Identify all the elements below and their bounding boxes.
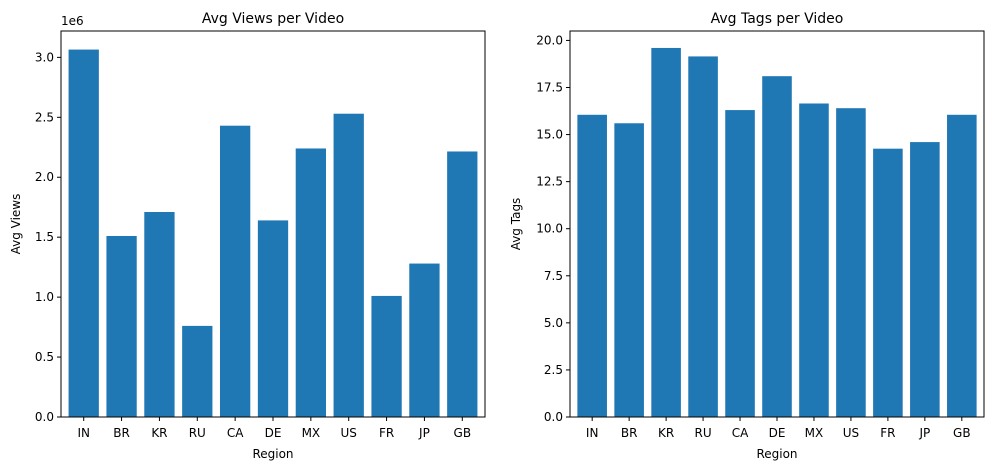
y-offset-label-avg-views: 1e6: [61, 14, 84, 28]
chart-title-avg-tags: Avg Tags per Video: [711, 11, 844, 27]
plot-frame-avg-views: [60, 30, 486, 418]
chart-avg-tags: IN BR KR RU CA DE MX US FR JP GB 0.0 2.5 5.0 7.5 10.0 1…: [509, 11, 985, 461]
x-tick-label: CA: [227, 426, 244, 440]
y-tick-label: 1.0: [35, 290, 54, 304]
x-tick-label: BR: [113, 426, 130, 440]
bar-avg-views-br: [106, 235, 137, 417]
y-tick-label: 10.0: [536, 222, 563, 236]
y-axis-label-avg-views: Avg Views: [9, 194, 23, 255]
bar-avg-tags-ru: [688, 56, 718, 418]
y-ticks-avg-tags: 0.0 2.5 5.0 7.5 10.0 12.5 15.0 17.5 20.0: [536, 33, 570, 424]
x-tick-label: GB: [454, 426, 472, 440]
y-tick-label: 0.0: [35, 410, 54, 424]
x-tick-label: FR: [880, 426, 895, 440]
chart-avg-views: IN BR KR RU CA DE MX US FR JP GB 0.0 0.5 1.0 1.5 2.0 2.…: [9, 11, 486, 461]
bars-avg-tags: [577, 47, 977, 418]
x-ticks-avg-tags: IN BR KR RU CA DE MX US FR JP GB: [586, 417, 971, 440]
y-tick-label: 3.0: [35, 50, 54, 64]
x-tick-label: BR: [621, 426, 638, 440]
y-tick-label: 2.5: [544, 363, 563, 377]
x-axis-label-avg-tags: Region: [756, 447, 797, 461]
y-tick-label: 17.5: [536, 80, 563, 94]
x-tick-label: US: [341, 426, 357, 440]
x-tick-label: RU: [695, 426, 712, 440]
x-tick-label: MX: [805, 426, 824, 440]
bar-avg-views-gb: [447, 151, 478, 418]
bar-avg-tags-in: [577, 114, 607, 417]
bar-avg-views-jp: [409, 263, 440, 417]
x-tick-label: KR: [151, 426, 167, 440]
chart-title-avg-views: Avg Views per Video: [202, 11, 344, 27]
x-tick-label: RU: [189, 426, 206, 440]
x-tick-label: DE: [769, 426, 786, 440]
x-tick-label: CA: [732, 426, 749, 440]
bar-avg-views-kr: [144, 212, 175, 417]
y-tick-label: 2.0: [35, 170, 54, 184]
bars-avg-views: [68, 49, 478, 418]
bar-avg-views-mx: [295, 148, 326, 418]
x-tick-label: GB: [953, 426, 971, 440]
bar-avg-tags-kr: [651, 47, 681, 417]
y-tick-label: 2.5: [35, 110, 54, 124]
x-tick-label: DE: [265, 426, 282, 440]
bar-avg-tags-ca: [725, 110, 755, 417]
y-tick-label: 15.0: [536, 128, 563, 142]
x-tick-label: JP: [918, 426, 930, 440]
bar-avg-tags-gb: [947, 114, 977, 417]
y-tick-label: 5.0: [544, 316, 563, 330]
bar-avg-tags-jp: [910, 142, 940, 417]
y-tick-label: 12.5: [536, 175, 563, 189]
x-tick-label: IN: [586, 426, 599, 440]
y-tick-label: 7.5: [544, 269, 563, 283]
bar-avg-views-ca: [220, 125, 251, 417]
y-ticks-avg-views: 0.0 0.5 1.0 1.5 2.0 2.5 3.0: [35, 50, 61, 424]
x-tick-label: JP: [418, 426, 430, 440]
y-tick-label: 20.0: [536, 33, 563, 47]
x-tick-label: KR: [658, 426, 674, 440]
x-axis-label-avg-views: Region: [252, 447, 293, 461]
x-tick-label: US: [843, 426, 859, 440]
plot-frame-avg-tags: [569, 30, 985, 418]
bar-avg-tags-mx: [799, 103, 829, 418]
bar-avg-tags-br: [614, 123, 644, 417]
y-tick-label: 0.5: [35, 350, 54, 364]
x-ticks-avg-views: IN BR KR RU CA DE MX US FR JP GB: [77, 417, 471, 440]
bar-avg-views-de: [257, 220, 289, 417]
bar-avg-tags-us: [836, 108, 866, 417]
x-tick-label: IN: [77, 426, 90, 440]
y-axis-label-avg-tags: Avg Tags: [509, 198, 523, 251]
y-tick-label: 1.5: [35, 230, 54, 244]
bar-avg-tags-fr: [873, 148, 903, 417]
bar-avg-tags-de: [762, 76, 792, 417]
x-tick-label: FR: [379, 426, 394, 440]
bar-avg-views-us: [333, 113, 364, 418]
bar-avg-views-fr: [371, 295, 402, 417]
bar-avg-views-in: [68, 49, 99, 417]
y-tick-label: 0.0: [544, 410, 563, 424]
x-tick-label: MX: [302, 426, 321, 440]
bar-avg-views-ru: [182, 325, 213, 417]
